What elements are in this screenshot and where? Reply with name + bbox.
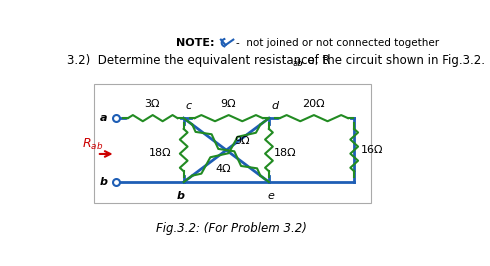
Text: a: a	[100, 113, 108, 123]
Text: c: c	[185, 101, 192, 111]
Text: ab: ab	[293, 59, 303, 68]
Bar	[94, 84, 371, 203]
Text: NOTE:: NOTE:	[176, 39, 215, 48]
Text: , of the circuit shown in Fig.3.2.: , of the circuit shown in Fig.3.2.	[300, 54, 485, 67]
Text: d: d	[271, 101, 278, 111]
Text: 9Ω: 9Ω	[234, 136, 250, 146]
Text: 20Ω: 20Ω	[302, 99, 324, 109]
Text: 18Ω: 18Ω	[273, 148, 296, 158]
Text: -  not joined or not connected together: - not joined or not connected together	[236, 39, 439, 48]
Text: Fig.3.2: (For Problem 3.2): Fig.3.2: (For Problem 3.2)	[156, 222, 307, 235]
Text: $R_{ab}$: $R_{ab}$	[82, 136, 103, 152]
Text: 3.2)  Determine the equivalent resistance, R: 3.2) Determine the equivalent resistance…	[68, 54, 331, 67]
Text: 9Ω: 9Ω	[220, 99, 236, 109]
Text: 3Ω: 3Ω	[144, 99, 160, 109]
Text: b: b	[176, 191, 185, 201]
Text: 16Ω: 16Ω	[361, 145, 383, 155]
Text: b: b	[100, 177, 108, 187]
Text: 18Ω: 18Ω	[148, 148, 172, 158]
Text: 4Ω: 4Ω	[216, 164, 231, 174]
Text: e: e	[267, 191, 274, 201]
